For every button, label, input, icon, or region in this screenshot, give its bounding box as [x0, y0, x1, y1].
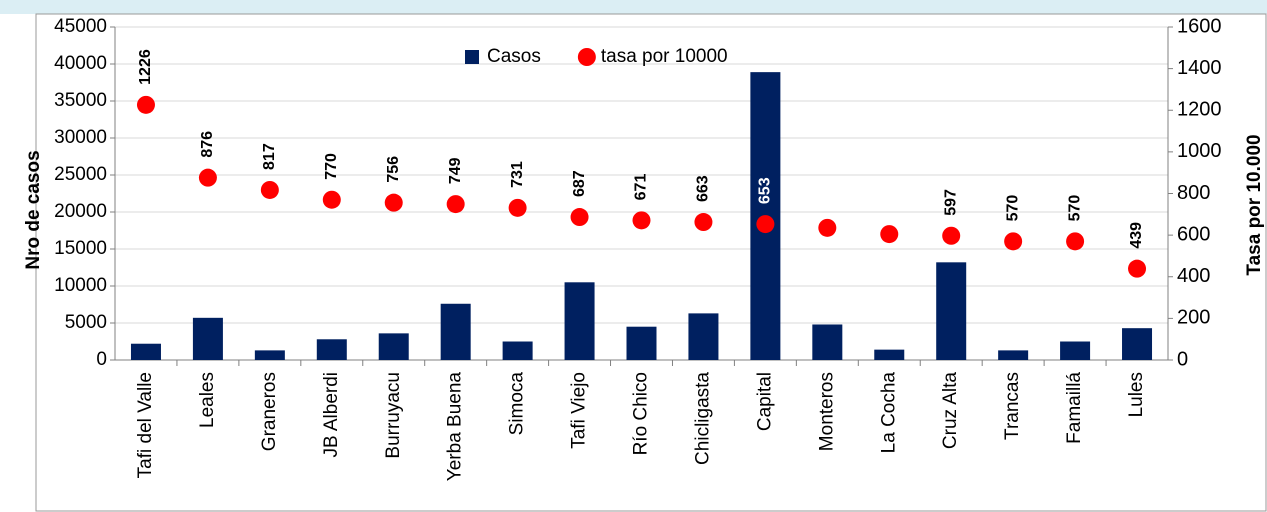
- legend-swatch: [465, 50, 479, 64]
- y2-tick-label: 800: [1177, 182, 1210, 204]
- y2-tick-label: 1400: [1177, 57, 1222, 79]
- bar: [1060, 341, 1091, 360]
- legend-label: Casos: [487, 46, 541, 67]
- x-tick-label: Tafi del Valle: [135, 372, 156, 478]
- y-tick-label: 30000: [54, 127, 107, 148]
- x-tick-label: Lules: [1126, 372, 1147, 417]
- bar: [564, 282, 595, 360]
- data-label: 876: [199, 131, 216, 158]
- x-tick-label: Cruz Alta: [940, 372, 961, 450]
- bar: [688, 313, 719, 360]
- y2-axis-title: Tasa por 10.000: [1244, 134, 1265, 275]
- data-label: 687: [571, 170, 588, 197]
- data-label: 570: [1004, 195, 1021, 222]
- x-tick-label: Capital: [754, 372, 775, 431]
- y2-tick-label: 200: [1177, 307, 1210, 329]
- dot: [694, 213, 713, 232]
- y-tick-label: 25000: [54, 164, 107, 185]
- data-label: 731: [509, 161, 526, 188]
- dot: [880, 225, 899, 244]
- dot: [1004, 232, 1023, 251]
- y-tick-label: 40000: [54, 53, 107, 74]
- dot: [198, 168, 217, 187]
- dot: [260, 180, 279, 199]
- y2-tick-label: 0: [1177, 348, 1188, 370]
- data-label: 1226: [137, 49, 154, 85]
- dot: [508, 198, 527, 217]
- y-tick-label: 0: [96, 349, 107, 370]
- x-tick-label: Río Chico: [631, 372, 652, 455]
- x-tick-label: La Cocha: [878, 372, 899, 454]
- bar: [378, 333, 409, 360]
- y2-tick-label: 1000: [1177, 140, 1222, 162]
- x-tick-label: Famaillá: [1064, 372, 1085, 444]
- x-tick-label: Monteros: [816, 372, 837, 451]
- bar: [316, 339, 347, 360]
- bar: [998, 350, 1029, 360]
- x-tick-label: Simoca: [507, 372, 528, 436]
- dot: [632, 211, 651, 230]
- data-label: 653: [757, 177, 774, 204]
- bar: [626, 326, 657, 360]
- bar: [502, 341, 533, 360]
- y2-tick-label: 600: [1177, 223, 1210, 245]
- y2-tick-label: 1200: [1177, 99, 1222, 121]
- dot: [1128, 259, 1147, 278]
- data-label: 570: [1066, 195, 1083, 222]
- data-label: 817: [261, 143, 278, 170]
- data-label: 749: [447, 157, 464, 184]
- dot: [570, 208, 589, 227]
- y-tick-label: 45000: [54, 16, 107, 37]
- data-label: 663: [695, 175, 712, 202]
- data-label: 439: [1128, 222, 1145, 249]
- data-label: 597: [942, 189, 959, 216]
- header-strip: [0, 0, 1267, 14]
- x-tick-label: JB Alberdi: [321, 372, 342, 458]
- y-axis-title: Nro de casos: [23, 150, 44, 269]
- dot: [136, 95, 155, 114]
- y-tick-label: 5000: [65, 312, 107, 333]
- bar: [192, 317, 223, 360]
- y-tick-label: 10000: [54, 275, 107, 296]
- bar: [812, 324, 843, 360]
- y2-tick-label: 400: [1177, 265, 1210, 287]
- y-tick-label: 20000: [54, 201, 107, 222]
- legend-swatch: [577, 48, 596, 66]
- x-tick-label: Chicligasta: [692, 372, 713, 465]
- dot: [756, 215, 775, 234]
- bar: [874, 349, 905, 360]
- dot: [1066, 232, 1085, 251]
- bar: [254, 350, 285, 360]
- bar: [936, 262, 967, 360]
- x-tick-label: Yerba Buena: [445, 372, 466, 482]
- y-tick-label: 35000: [54, 90, 107, 111]
- data-label: 770: [323, 153, 340, 180]
- x-tick-label: Graneros: [259, 372, 280, 451]
- x-tick-label: Trancas: [1002, 372, 1023, 440]
- dot: [942, 226, 961, 245]
- bar: [1122, 328, 1153, 360]
- dot: [384, 193, 403, 212]
- chart-frame: [35, 13, 1267, 512]
- x-tick-label: Leales: [197, 372, 218, 428]
- data-label: 756: [385, 156, 402, 183]
- bar: [440, 303, 471, 360]
- data-label: 671: [633, 174, 650, 201]
- x-tick-label: Burruyacu: [383, 372, 404, 459]
- y-tick-label: 15000: [54, 238, 107, 259]
- x-tick-label: Tafi Viejo: [569, 372, 590, 449]
- dot: [446, 195, 465, 214]
- bar: [130, 343, 161, 360]
- dot: [818, 218, 837, 237]
- legend-label: tasa por 10000: [601, 46, 728, 67]
- y2-tick-label: 1600: [1177, 15, 1222, 37]
- dot: [322, 190, 341, 209]
